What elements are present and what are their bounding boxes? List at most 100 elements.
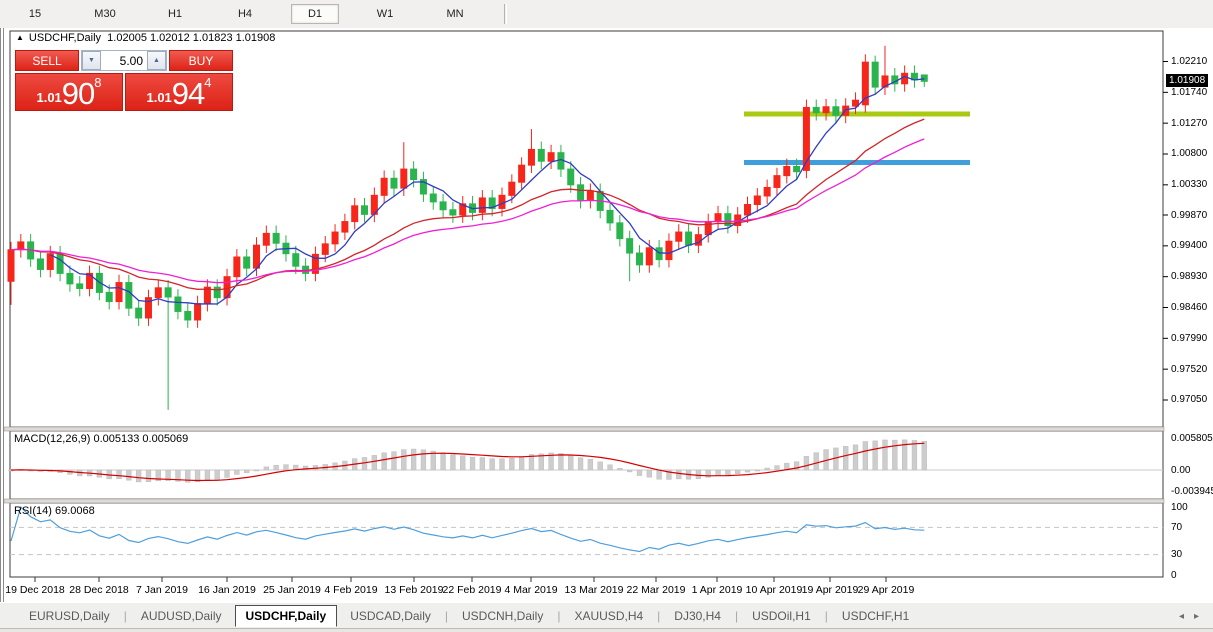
tab-separator: | (557, 609, 561, 623)
rsi-line (10, 505, 925, 553)
date-tick-label: 13 Feb 2019 (384, 584, 444, 596)
tab-separator: | (824, 609, 828, 623)
volume-decrease-button[interactable]: ▼ (82, 51, 101, 70)
volume-increase-button[interactable]: ▲ (147, 51, 166, 70)
sell-price-big: 90 (61, 75, 95, 111)
price-tick-label: 0.98460 (1171, 302, 1208, 313)
price-tick-label: 1.00800 (1171, 148, 1208, 160)
tab-separator: | (734, 609, 739, 623)
date-tick-label: 1 Apr 2019 (691, 584, 743, 596)
price-tick-label: 0.99400 (1171, 240, 1208, 252)
date-tick-label: 22 Feb 2019 (442, 584, 502, 596)
date-tick-label: 22 Mar 2019 (626, 584, 686, 596)
tab-audusd-daily[interactable]: AUDUSD,Daily (140, 609, 222, 623)
buy-price-small: 1.01 (146, 90, 172, 105)
date-tick-label: 28 Dec 2018 (69, 584, 129, 596)
ma-5-line (50, 75, 925, 305)
candles-layer (7, 45, 970, 410)
price-tick-label: 1.01740 (1171, 86, 1208, 98)
price-tick-label: 0.97520 (1171, 363, 1208, 375)
chart-ohlc-readout: 1.02005 1.02012 1.01823 1.01908 (107, 32, 276, 44)
buy-price-big: 94 (171, 75, 205, 111)
sell-price-small: 1.01 (36, 90, 62, 105)
date-tick-label: 19 Dec 2018 (5, 584, 65, 596)
tab-separator: | (123, 609, 127, 623)
date-tick-label: 4 Mar 2019 (504, 584, 558, 596)
tab-usdoil-h1[interactable]: USDOil,H1 (752, 609, 811, 623)
volume-spinner: ▼ ▲ (81, 50, 167, 71)
date-tick-label: 10 Apr 2019 (745, 584, 803, 596)
tab-usdcad-daily[interactable]: USDCAD,Daily (350, 609, 431, 623)
toolbar-separator (504, 4, 507, 24)
splitter-2[interactable] (4, 498, 1165, 504)
price-tick-label: 0.97990 (1171, 332, 1208, 344)
tab-usdchf-h1[interactable]: USDCHF,H1 (841, 609, 910, 623)
tab-scroll-left-icon[interactable]: ◂ (1178, 610, 1184, 622)
rsi-axis-label: 0 (1171, 569, 1177, 581)
date-tick-label: 13 Mar 2019 (564, 584, 624, 596)
sell-button[interactable]: SELL (15, 50, 79, 71)
macd-layer (8, 439, 1163, 483)
current-price-badge: 1.01908 (1166, 74, 1209, 88)
price-tick-label: 1.01270 (1171, 117, 1208, 129)
buy-button[interactable]: BUY (169, 50, 233, 71)
date-tick-label: 19 Apr 2019 (801, 584, 859, 596)
timeframe-button-15[interactable]: 15 (28, 8, 42, 20)
date-tick-label: 4 Feb 2019 (324, 584, 378, 596)
price-tick-label: 1.00330 (1171, 179, 1208, 191)
tab-scroll-right-icon[interactable]: ▸ (1193, 610, 1199, 622)
tab-scroll-arrows: ◂ ▸ (1179, 611, 1199, 622)
date-tick-label: 29 Apr 2019 (857, 584, 915, 596)
macd-axis-label: 0.00 (1171, 464, 1191, 476)
chart-canvas[interactable] (4, 28, 1213, 602)
price-tick-label: 0.98930 (1171, 271, 1208, 283)
ma-20-line (10, 118, 925, 291)
price-tick-label: 1.02210 (1171, 56, 1208, 67)
macd-axis-label: -0.003945 (1171, 486, 1213, 498)
chart-tab-bar: EURUSD,Daily | AUDUSD,Daily USDCHF,Daily USD… (0, 602, 1213, 629)
tab-eurusd-daily[interactable]: EURUSD,Daily (29, 609, 110, 623)
timeframe-button-h1[interactable]: H1 (167, 8, 183, 20)
chart-symbol-label: USDCHF,Daily (28, 32, 102, 44)
timeframe-button-h4[interactable]: H4 (237, 8, 253, 20)
timeframe-button-m30[interactable]: M30 (94, 8, 116, 20)
macd-axis-label: 0.005805 (1171, 432, 1213, 444)
macd-signal-line (10, 442, 925, 482)
rsi-axis-label: 30 (1171, 549, 1183, 561)
chart-window: ▲ USDCHF,Daily 1.02005 1.02012 1.01823 1.… (0, 28, 1213, 602)
macd-pane (9, 430, 1164, 500)
tab-separator: | (657, 609, 661, 623)
bottom-strip (0, 628, 1213, 632)
rsi-axis-label: 100 (1171, 501, 1188, 513)
timeframe-button-w1[interactable]: W1 (376, 8, 394, 20)
tab-xauusd-h4[interactable]: XAUUSD,H4 (574, 609, 644, 623)
axis-ticks (34, 61, 1168, 582)
sell-price-pip: 8 (94, 75, 102, 90)
timeframe-button-d1[interactable]: D1 (291, 4, 339, 24)
timeframe-toolbar: 15 M30 H1 H4 D1 W1 MN (0, 0, 1213, 29)
date-tick-label: 25 Jan 2019 (263, 584, 321, 596)
volume-input[interactable] (101, 51, 147, 70)
tab-usdcnh-daily[interactable]: USDCNH,Daily (462, 609, 544, 623)
macd-indicator-label: MACD(12,26,9) 0.005133 0.005069 (14, 433, 189, 445)
chart-title: ▲ USDCHF,Daily 1.02005 1.02012 1.01823 1.… (16, 32, 275, 44)
ma-30-line (10, 138, 925, 284)
price-tick-label: 0.97050 (1171, 394, 1208, 406)
buy-price-pip: 4 (204, 75, 212, 90)
timeframe-button-mn[interactable]: MN (446, 8, 464, 20)
rsi-layer (10, 505, 1163, 556)
rsi-indicator-label: RSI(14) 69.0068 (14, 505, 95, 517)
rsi-axis-label: 70 (1171, 521, 1183, 533)
date-tick-label: 7 Jan 2019 (136, 584, 188, 596)
price-tick-label: 0.99870 (1171, 209, 1208, 221)
collapse-triangle-icon[interactable]: ▲ (16, 33, 24, 42)
buy-price-panel[interactable]: 1.01 94 4 (125, 73, 233, 111)
tab-separator: | (444, 609, 448, 623)
tab-dj30-h4[interactable]: DJ30,H4 (674, 609, 721, 623)
tab-usdchf-daily[interactable]: USDCHF,Daily (234, 605, 338, 627)
sell-price-panel[interactable]: 1.01 90 8 (15, 73, 123, 111)
date-tick-label: 16 Jan 2019 (198, 584, 256, 596)
splitter-1[interactable] (4, 426, 1165, 432)
